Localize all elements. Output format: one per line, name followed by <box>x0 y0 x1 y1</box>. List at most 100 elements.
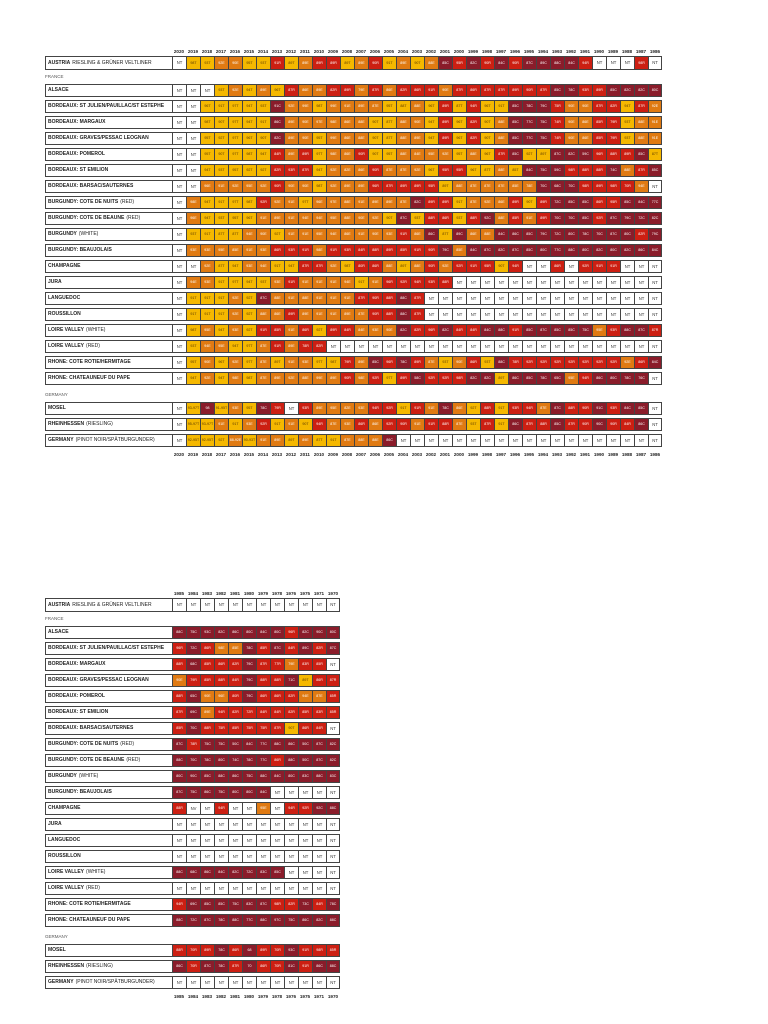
rating-cell: 94T <box>214 372 228 384</box>
rating-cell: 95E <box>242 180 256 192</box>
rating-cell: 86R <box>270 244 284 256</box>
rating-cell: 91R <box>396 228 410 240</box>
rating-cell: 92T <box>242 308 256 320</box>
rating-cell: 50C <box>228 738 242 750</box>
rating-cell: 96R <box>382 276 396 288</box>
rating-cell: NT <box>242 818 256 830</box>
rating-cell: NT <box>326 722 340 734</box>
rating-cell: 86C <box>508 228 522 240</box>
rating-cell: 90C <box>592 418 606 430</box>
rating-cell: NT <box>326 866 340 878</box>
rating-cell: 83C <box>298 770 312 782</box>
year-label: 1983 <box>201 591 213 596</box>
rating-cell: NT <box>200 834 214 846</box>
rating-cell: 90C <box>186 770 200 782</box>
rating-cell: 92R <box>382 418 396 430</box>
rating-cell: NT <box>564 340 578 352</box>
rating-cell: 87R <box>648 324 662 336</box>
region-subtitle: (RIESLING) <box>86 963 113 970</box>
rating-cell: 91E <box>648 116 662 128</box>
rating-cell: 91E <box>522 212 536 224</box>
rating-cell: 85E <box>508 180 522 192</box>
rating-cells: NT 91T 91T 91T 92E 92T 87C 88E 91E 88E 91E 91E 91E 87… <box>172 291 662 305</box>
rating-cell: 65C <box>186 690 200 702</box>
rating-cell: 87R <box>522 418 536 430</box>
rating-cell: 82R <box>396 84 410 96</box>
rating-cell: 86E <box>578 116 592 128</box>
rating-cell: NT <box>270 850 284 862</box>
rating-cell: 94E <box>326 228 340 240</box>
rating-cell: 81C <box>284 960 298 972</box>
rating-cell: 79R <box>186 674 200 686</box>
rating-cell: 82C <box>270 132 284 144</box>
rating-cell: 86R <box>228 944 242 956</box>
rating-cell: 98R <box>578 180 592 192</box>
rating-cell: 94E <box>340 276 354 288</box>
rating-cell: 70R <box>186 960 200 972</box>
row-france: BURGUNDY: BEAUJOLAIS 87C 75C 86C 75C 80C 80C 84… <box>45 785 340 799</box>
rating-cell: NT <box>284 402 298 414</box>
rating-cell: 93T <box>200 57 214 69</box>
year-label: 2009 <box>327 451 339 457</box>
rating-cell: 84R <box>228 674 242 686</box>
rating-cells: NT 91T 91T 91T 92E 92T 88E 86E 89R 89E 91E 91E 89E 87… <box>172 307 662 321</box>
year-label: 1991 <box>579 451 591 457</box>
rating-cell: NT <box>172 356 186 368</box>
rating-cell: 69C <box>186 898 200 910</box>
rating-cell: 85R <box>326 706 340 718</box>
region-label: BURGUNDY: BEAUJOLAIS <box>45 243 172 257</box>
rating-cell: 96R <box>284 626 298 638</box>
rating-cell: 82R <box>312 642 326 654</box>
rating-cell: 94T <box>620 100 634 112</box>
rating-cell: 88E <box>410 260 424 272</box>
rating-cell: 87E <box>424 356 438 368</box>
row-france: RHONE: COTE ROTIE/HERMITAGE 94R 69C 85C 85C 7… <box>45 897 340 911</box>
rating-cell: NT <box>466 340 480 352</box>
rating-cell: 94E <box>298 212 312 224</box>
rating-cell: 94R <box>214 802 228 814</box>
rating-cell: 88T <box>396 100 410 112</box>
rating-cell: 92E <box>200 260 214 272</box>
rating-cell: 71C <box>284 674 298 686</box>
rating-cell: NT <box>242 850 256 862</box>
rating-cell: 80C <box>620 228 634 240</box>
row-france: BURGUNDY (WHITE) 80C 90C 85C 88C 86C 75C 88C 84C 8… <box>45 769 340 783</box>
rating-cell: 75C <box>200 738 214 750</box>
rating-cell: 70C <box>536 180 550 192</box>
rating-cell: 89R <box>424 196 438 208</box>
rating-cell: NT <box>326 818 340 830</box>
rating-cell: 84C <box>270 770 284 782</box>
rating-cell: 72C <box>186 642 200 654</box>
rating-cell: 90E <box>284 180 298 192</box>
rating-cell: NT <box>326 658 340 670</box>
rating-cell: 92-95T <box>186 434 200 446</box>
rating-cell: 87E <box>466 196 480 208</box>
rating-cells: NT 94E 93E 91T 97T 94T 93T 93E 91R 91E 91E 91E 94E 91… <box>172 275 662 289</box>
rating-cell: 91E <box>242 244 256 256</box>
rating-cell: 91T <box>214 276 228 288</box>
rating-cell: 90R <box>578 402 592 414</box>
rating-cell: 84R <box>620 418 634 430</box>
rating-cell: NT <box>270 882 284 894</box>
rating-cell: 88R <box>382 308 396 320</box>
rating-cell: 84R <box>340 324 354 336</box>
rating-cell: 90R <box>368 164 382 176</box>
rating-cell: 89T <box>340 57 354 69</box>
year-label: 1986 <box>649 451 661 457</box>
rating-cell: 95E <box>326 212 340 224</box>
rating-cell: 86E <box>382 84 396 96</box>
rating-cell: 91E <box>284 356 298 368</box>
year-label: 1996 <box>509 451 521 457</box>
rating-cell: 86E <box>354 164 368 176</box>
rating-cell: 91T <box>200 308 214 320</box>
section-label-germany-bottom: GERMANY <box>45 934 68 939</box>
rating-cell: 98R <box>634 57 648 69</box>
rating-cell: 80C <box>284 770 298 782</box>
rating-cell: NT <box>592 340 606 352</box>
rating-cell: 86E <box>340 116 354 128</box>
rating-cell: 92E <box>270 196 284 208</box>
rating-cell: NT <box>186 164 200 176</box>
rating-cell: 88C <box>214 770 228 782</box>
rating-cell: 87C <box>634 324 648 336</box>
rating-cell: 86E <box>368 418 382 430</box>
